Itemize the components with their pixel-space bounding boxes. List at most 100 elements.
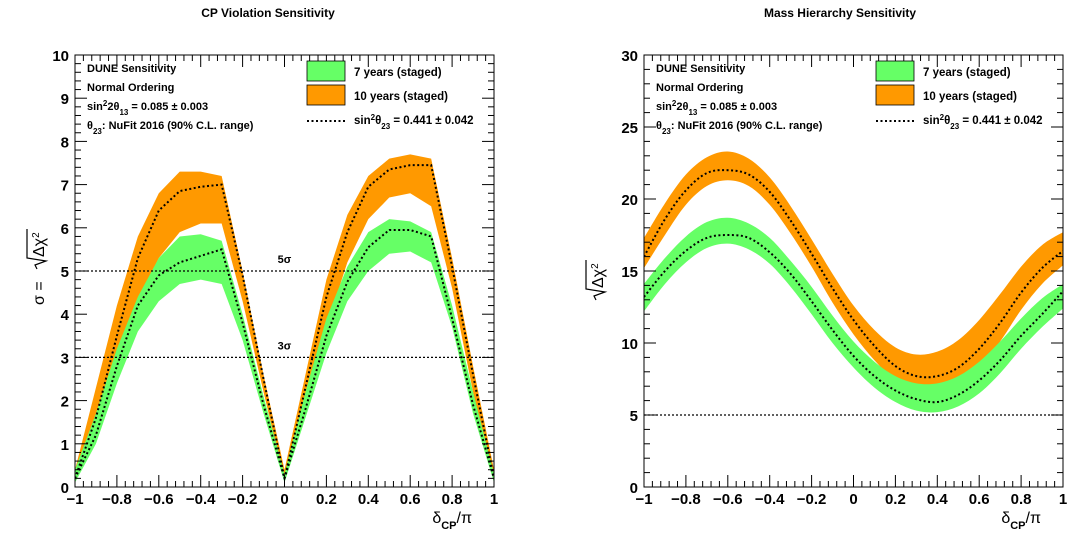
- info-text-line-part: : NuFit 2016 (90% C.L. range): [671, 120, 823, 132]
- legend-label-part: 2: [940, 113, 945, 122]
- x-tick-label: 0: [280, 491, 288, 508]
- x-tick-label: −0.6: [713, 491, 743, 508]
- legend-swatch: [875, 60, 915, 82]
- band-7-years-staged-: [644, 217, 1063, 413]
- y-axis-label: σ = Δχ2: [26, 229, 49, 305]
- band-10-years-staged-: [644, 151, 1063, 393]
- info-text-line-part: 2: [103, 99, 108, 108]
- info-text-line: sin22θ13 = 0.085 ± 0.003: [87, 99, 208, 117]
- x-tick-label: 0.2: [316, 491, 337, 508]
- x-tick-label: −0.8: [671, 491, 701, 508]
- legend-label-part: sin: [354, 115, 371, 127]
- x-tick-label: 0.6: [969, 491, 990, 508]
- legend-label-part: sin: [923, 115, 940, 127]
- x-axis-label-part: /π: [1026, 510, 1041, 527]
- y-axis-label: Δχ2: [585, 260, 608, 301]
- chart-panel-1: CP Violation Sensitivity 5σ 3σ −1 −0.8 −0.6 −0…: [26, 6, 498, 532]
- legend-label: 7 years (staged): [923, 67, 1011, 79]
- y-tick-label: 0: [61, 480, 69, 497]
- info-text-line-part: θ: [656, 120, 662, 132]
- y-tick-label: 8: [61, 134, 69, 151]
- y-axis-label-radical: Δχ2: [590, 263, 608, 288]
- x-tick-label: −0.6: [144, 491, 174, 508]
- y-tick-label: 30: [621, 48, 638, 65]
- y-tick-label: 9: [61, 91, 69, 108]
- info-text-line-part: DUNE Sensitivity: [87, 63, 177, 75]
- x-tick-label: 0.6: [400, 491, 421, 508]
- y-tick-label: 1: [61, 437, 69, 454]
- y-tick-label: 25: [621, 120, 638, 137]
- info-text-line-part: Normal Ordering: [87, 82, 174, 94]
- x-tick-label: 0.4: [358, 491, 380, 508]
- plot-area: [644, 151, 1063, 416]
- legend-label-part: = 0.441 ± 0.042: [959, 115, 1042, 127]
- y-tick-label: 4: [61, 307, 70, 324]
- info-text-line-part: : NuFit 2016 (90% C.L. range): [102, 120, 254, 132]
- info-text-line-part: 13: [688, 108, 697, 117]
- x-axis-label-part: /π: [457, 510, 472, 527]
- y-tick-label: 5: [61, 264, 69, 281]
- x-tick-label: 1: [490, 491, 498, 508]
- legend-label: 10 years (staged): [354, 91, 448, 103]
- legend-label: 10 years (staged): [923, 91, 1017, 103]
- info-text-line: Normal Ordering: [656, 82, 743, 94]
- y-tick-label: 5: [630, 408, 638, 425]
- reference-line-label: 5σ: [278, 254, 292, 266]
- info-text-line: DUNE Sensitivity: [87, 63, 177, 75]
- y-tick-label: 10: [621, 336, 638, 353]
- x-tick-label: −0.8: [102, 491, 132, 508]
- y-tick-label: 10: [52, 48, 69, 65]
- x-tick-label: 0.8: [1011, 491, 1032, 508]
- legend-label-part: = 0.441 ± 0.042: [390, 115, 473, 127]
- info-text-line-part: = 0.085 ± 0.003: [128, 101, 208, 113]
- info-text-line-part: 2θ: [676, 101, 688, 113]
- y-axis-label-part: 2: [31, 232, 42, 238]
- y-tick-label: 20: [621, 192, 638, 209]
- info-text-line: θ23: NuFit 2016 (90% C.L. range): [656, 120, 823, 136]
- radical-sign: [585, 260, 608, 301]
- y-tick-label: 6: [61, 221, 69, 238]
- legend-label-part: θ: [375, 115, 381, 127]
- x-axis-label-part: CP: [1010, 520, 1025, 532]
- legend-label-part: 2: [371, 113, 376, 122]
- x-tick-label: −0.2: [797, 491, 827, 508]
- info-text-line-part: sin: [87, 101, 103, 113]
- info-text-line-part: Normal Ordering: [656, 82, 743, 94]
- y-axis-label-part: 2: [590, 263, 601, 269]
- x-axis-label: δCP/π: [432, 510, 472, 532]
- y-tick-label: 2: [61, 394, 69, 411]
- legend-label: sin2θ23 = 0.441 ± 0.042: [923, 113, 1043, 131]
- info-text-line-part: = 0.085 ± 0.003: [697, 101, 777, 113]
- central-curve: [644, 233, 1063, 404]
- central-curve: [644, 169, 1063, 379]
- info-text-line-part: θ: [87, 120, 93, 132]
- x-axis-label-part: δ: [1001, 510, 1010, 527]
- x-tick-label: −1: [635, 491, 652, 508]
- legend-label-part: 23: [381, 122, 390, 131]
- x-tick-label: −0.4: [755, 491, 785, 508]
- plot-area: [75, 154, 494, 483]
- x-tick-label: −0.2: [228, 491, 258, 508]
- chart-title: CP Violation Sensitivity: [201, 6, 335, 20]
- info-text-line: sin22θ13 = 0.085 ± 0.003: [656, 99, 777, 117]
- y-axis-label-radical: Δχ2: [31, 232, 49, 257]
- x-tick-label: 1: [1059, 491, 1067, 508]
- legend-swatch: [875, 84, 915, 106]
- legend-label-part: θ: [944, 115, 950, 127]
- legend-label-part: 23: [950, 122, 959, 131]
- x-axis-label-part: CP: [441, 520, 456, 532]
- info-text-line-part: 2: [672, 99, 677, 108]
- info-text-line-part: sin: [656, 101, 672, 113]
- x-tick-label: 0.2: [885, 491, 906, 508]
- info-text-line-part: DUNE Sensitivity: [656, 63, 746, 75]
- info-text-line-part: 13: [119, 108, 128, 117]
- legend-label: sin2θ23 = 0.441 ± 0.042: [354, 113, 474, 131]
- chart-panel-2: Mass Hierarchy Sensitivity −1 −0.8 −0.6 −0.4…: [585, 6, 1067, 532]
- y-tick-label: 0: [630, 480, 638, 497]
- x-axis-label: δCP/π: [1001, 510, 1041, 532]
- info-text-line: DUNE Sensitivity: [656, 63, 746, 75]
- y-tick-label: 3: [61, 350, 69, 367]
- y-axis-label-part: Δχ: [590, 268, 607, 288]
- x-tick-label: 0.8: [442, 491, 463, 508]
